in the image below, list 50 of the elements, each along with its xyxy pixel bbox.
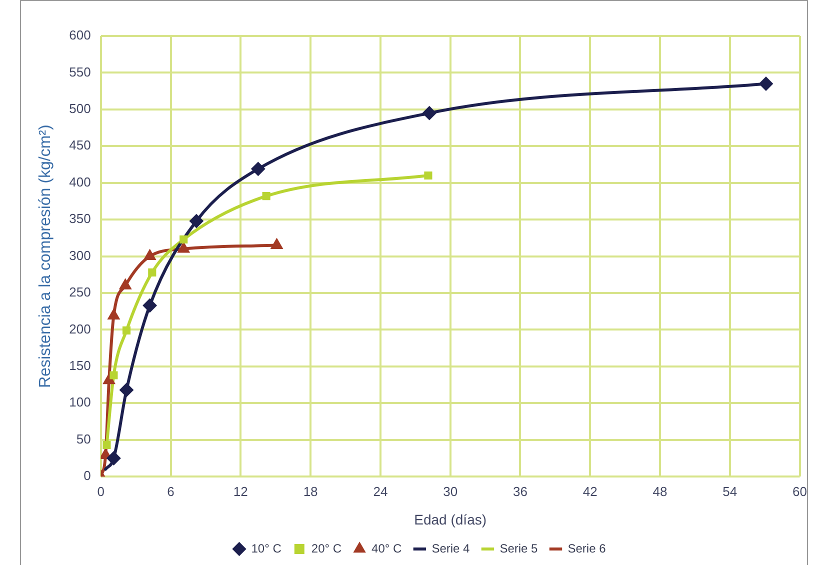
y-tick-label: 400 — [69, 174, 91, 190]
legend-label: Serie 4 — [432, 541, 470, 556]
x-tick-label: 42 — [582, 484, 598, 499]
y-tick-label: 0 — [84, 468, 91, 484]
y-tick-label: 300 — [69, 248, 91, 263]
point — [119, 278, 132, 290]
legend-label: 20° C — [311, 541, 342, 556]
point — [106, 451, 121, 466]
point — [424, 171, 432, 180]
y-tick-label: 100 — [69, 394, 91, 410]
legend-label: 40° C — [372, 541, 402, 556]
y-tick-label: 200 — [69, 321, 91, 336]
point — [189, 214, 204, 228]
point — [180, 235, 188, 244]
point — [120, 382, 134, 397]
y-tick-label: 150 — [69, 358, 91, 374]
point — [122, 326, 131, 335]
point — [270, 238, 283, 250]
y-tick-label: 450 — [69, 138, 91, 153]
y-tick-label: 500 — [69, 101, 91, 116]
x-tick-label: 48 — [652, 484, 668, 499]
x-tick-label: 24 — [373, 484, 388, 499]
point — [148, 268, 156, 276]
x-tick-label: 30 — [443, 484, 458, 499]
point — [144, 249, 156, 260]
legend-label: 10° C — [251, 541, 282, 556]
x-tick-label: 6 — [167, 484, 174, 499]
x-tick-label: 18 — [303, 484, 318, 499]
x-tick-label: 0 — [97, 484, 105, 499]
legend-label: Serie 5 — [500, 541, 538, 556]
point — [110, 371, 118, 380]
y-tick-label: 550 — [69, 64, 91, 80]
point — [262, 192, 270, 200]
point — [108, 308, 120, 320]
y-tick-label: 350 — [69, 211, 91, 226]
x-tick-label: 60 — [792, 484, 808, 499]
x-tick-label: 36 — [512, 484, 528, 499]
point — [251, 162, 266, 176]
point — [102, 440, 111, 450]
x-tick-label: 12 — [233, 484, 248, 499]
point — [142, 298, 157, 312]
y-axis-title: Resistencia a la compresión (kg/cm²) — [37, 124, 54, 388]
point — [758, 76, 773, 91]
x-axis-title: Edad (días) — [414, 511, 487, 528]
y-tick-label: 250 — [69, 284, 91, 300]
x-tick-label: 54 — [722, 484, 738, 499]
point — [422, 106, 436, 120]
y-tick-label: 50 — [76, 431, 91, 446]
legend-label: Serie 6 — [568, 541, 606, 556]
y-tick-label: 600 — [69, 28, 91, 43]
